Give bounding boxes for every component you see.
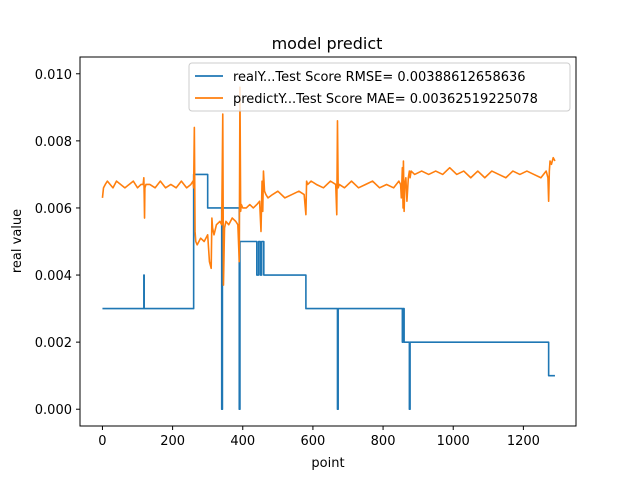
x-axis: 0 200 400 600 800 1000 1200 [98, 426, 540, 449]
series-layer [101, 86, 556, 411]
x-tick-label: 600 [301, 434, 326, 449]
legend: realY...Test Score RMSE= 0.0038861265863… [188, 62, 571, 112]
y-tick-label: 0.004 [35, 269, 72, 284]
x-tick-label: 1000 [437, 434, 470, 449]
series-line-predictY [101, 86, 556, 286]
legend-entry: realY...Test Score RMSE= 0.0038861265863… [233, 70, 526, 85]
y-axis-label: real value [10, 209, 25, 273]
x-tick-label: 400 [230, 434, 255, 449]
plot-frame [79, 56, 577, 427]
x-tick-label: 200 [160, 434, 185, 449]
y-tick-label: 0.002 [35, 336, 72, 351]
y-tick-label: 0.006 [35, 202, 72, 217]
y-tick-label: 0.000 [35, 403, 72, 418]
x-tick-label: 1200 [507, 434, 540, 449]
y-tick-label: 0.010 [35, 68, 72, 83]
y-tick-label: 0.008 [35, 135, 72, 150]
legend-entry: predictY...Test Score MAE= 0.00362519225… [233, 92, 538, 107]
x-tick-label: 0 [98, 434, 106, 449]
chart-title: model predict [272, 34, 383, 53]
x-tick-label: 800 [371, 434, 396, 449]
x-axis-label: point [311, 456, 344, 471]
y-axis: 0.000 0.002 0.004 0.006 0.008 0.010 [35, 68, 80, 418]
legend-box [188, 62, 571, 112]
series-line-realY [102, 173, 555, 411]
